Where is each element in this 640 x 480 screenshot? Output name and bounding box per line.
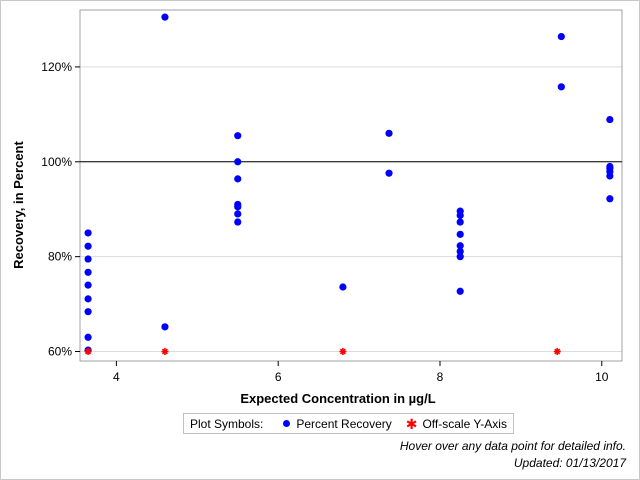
recovery-point[interactable]	[84, 308, 92, 316]
dot-icon	[283, 420, 291, 427]
recovery-point[interactable]	[84, 281, 92, 289]
legend-item-percent-recovery: Percent Recovery	[296, 416, 392, 431]
recovery-point[interactable]	[84, 255, 92, 263]
grid-lines	[80, 66, 622, 353]
recovery-point[interactable]	[84, 333, 92, 341]
recovery-point[interactable]	[456, 287, 464, 295]
recovery-point[interactable]	[456, 242, 464, 250]
offscale-point[interactable]	[84, 348, 92, 356]
recovery-point[interactable]	[606, 115, 614, 124]
x-tick-label: 6	[275, 370, 282, 384]
recovery-point[interactable]	[84, 242, 92, 250]
offscale-point[interactable]	[161, 348, 169, 356]
recovery-point[interactable]	[456, 218, 464, 226]
recovery-point[interactable]	[234, 203, 242, 211]
x-tick-label: 4	[113, 370, 120, 384]
y-axis-label: Recovery, in Percent	[11, 141, 26, 269]
recovery-point[interactable]	[234, 132, 242, 140]
recovery-point[interactable]	[84, 229, 92, 237]
offscale-point[interactable]	[339, 348, 347, 356]
recovery-point[interactable]	[385, 169, 393, 177]
legend-item-off-scale: Off-scale Y-Axis	[422, 416, 507, 431]
recovery-point[interactable]	[456, 230, 464, 238]
y-tick-label: 100%	[41, 155, 72, 169]
x-tick-label: 8	[437, 370, 444, 384]
recovery-point[interactable]	[557, 32, 565, 41]
recovery-point[interactable]	[456, 211, 464, 219]
y-axis-ticks: 60% 80% 100% 120%	[41, 60, 80, 359]
recovery-point[interactable]	[385, 129, 393, 137]
recovery-point[interactable]	[234, 158, 242, 166]
recovery-point[interactable]	[339, 283, 347, 291]
recovery-point[interactable]	[234, 218, 242, 226]
plot-area	[79, 9, 623, 362]
updated-date: Updated: 01/13/2017	[513, 456, 626, 470]
recovery-point[interactable]	[234, 210, 242, 218]
recovery-point[interactable]	[557, 83, 565, 91]
y-tick-label: 60%	[48, 345, 72, 359]
recovery-point[interactable]	[606, 195, 614, 203]
recovery-point[interactable]	[84, 268, 92, 276]
data-points[interactable]	[84, 13, 614, 356]
asterisk-icon: ✱	[405, 415, 418, 432]
offscale-point[interactable]	[553, 348, 561, 356]
x-axis-label: Expected Concentration in µg/L	[240, 391, 435, 406]
x-axis-ticks: 4 6 8 10	[113, 361, 609, 384]
recovery-point[interactable]	[606, 172, 614, 180]
recovery-point[interactable]	[161, 323, 169, 331]
recovery-point[interactable]	[234, 175, 242, 183]
recovery-point[interactable]	[84, 295, 92, 303]
legend-title: Plot Symbols:	[190, 416, 264, 431]
recovery-point[interactable]	[456, 253, 464, 261]
legend: Plot Symbols: Percent Recovery ✱ Off-sca…	[183, 413, 514, 434]
y-tick-label: 120%	[41, 60, 72, 74]
recovery-point[interactable]	[456, 247, 464, 256]
x-tick-label: 10	[595, 370, 609, 384]
hover-note: Hover over any data point for detailed i…	[399, 439, 626, 453]
y-tick-label: 80%	[48, 250, 72, 264]
recovery-point[interactable]	[161, 13, 169, 21]
